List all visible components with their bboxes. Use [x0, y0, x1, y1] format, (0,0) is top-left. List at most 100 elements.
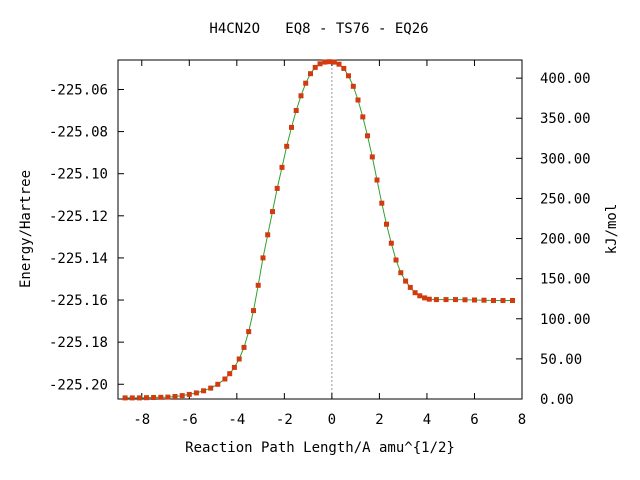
data-point: [165, 394, 171, 400]
y2-tick-label: 200.00: [540, 232, 591, 248]
data-point: [433, 297, 439, 303]
data-point: [208, 385, 214, 391]
y-tick-label: -225.10: [49, 167, 108, 183]
data-point: [327, 59, 332, 65]
data-point: [144, 395, 149, 401]
x-tick-label: -4: [228, 412, 245, 428]
data-point: [255, 282, 261, 288]
x-tick-label: 6: [470, 412, 478, 428]
data-point: [500, 298, 506, 303]
data-point: [215, 381, 221, 387]
y2-tick-label: 350.00: [540, 111, 591, 127]
data-point: [284, 143, 290, 149]
y-axis-label: Energy/Hartree: [18, 170, 34, 288]
data-point: [422, 295, 428, 301]
data-point: [136, 395, 142, 401]
y-tick-label: -225.16: [49, 293, 108, 309]
energy-data-points: [122, 59, 515, 401]
data-point: [374, 177, 380, 183]
y-tick-label: -225.14: [49, 251, 108, 267]
x-tick-label: 8: [518, 412, 526, 428]
data-point: [279, 164, 285, 170]
y-tick-label: -225.18: [49, 335, 108, 351]
y2-axis-label: kJ/mol: [604, 204, 620, 255]
data-point: [510, 298, 515, 303]
y2-tick-label: 50.00: [540, 352, 582, 368]
x-tick-label: 0: [328, 412, 336, 428]
data-point: [453, 297, 458, 303]
data-point: [151, 395, 157, 400]
data-point: [322, 59, 328, 65]
data-point: [462, 297, 468, 303]
data-point: [260, 255, 266, 261]
data-point: [398, 270, 404, 276]
data-point: [360, 114, 366, 120]
data-point: [172, 394, 178, 399]
data-point: [265, 232, 271, 238]
data-point: [193, 390, 199, 396]
data-point: [384, 221, 389, 227]
data-point: [388, 240, 394, 246]
y2-tick-label: 0.00: [540, 392, 574, 408]
y-axis-ticks: -225.06 -225.08 -225.10 -225.12 -225.14 -225.…: [49, 82, 124, 393]
data-point: [443, 297, 449, 303]
data-point: [129, 395, 135, 401]
data-point: [369, 154, 375, 160]
data-point: [246, 329, 252, 335]
y2-tick-label: 100.00: [540, 312, 591, 328]
x-tick-label: -6: [181, 412, 198, 428]
y-tick-label: -225.06: [49, 82, 108, 98]
data-point: [365, 133, 370, 139]
x-tick-label: 4: [423, 412, 431, 428]
data-point: [341, 65, 347, 71]
data-point: [293, 108, 299, 113]
energy-curve-line: [125, 61, 513, 399]
data-point: [251, 308, 256, 314]
data-point: [426, 296, 432, 302]
x-tick-label: 2: [375, 412, 383, 428]
data-point: [407, 284, 413, 290]
y-tick-label: -225.08: [49, 125, 108, 141]
data-point: [241, 344, 247, 350]
data-point: [298, 93, 304, 99]
data-point: [231, 364, 237, 370]
data-point: [331, 59, 337, 65]
y-tick-label: -225.12: [49, 209, 108, 225]
data-point: [303, 80, 309, 86]
data-point: [403, 278, 409, 284]
data-point: [350, 83, 356, 89]
y2-tick-label: 150.00: [540, 272, 591, 288]
data-point: [201, 388, 207, 394]
y2-axis-ticks: 0.00 50.00 100.00 150.00 200.00 250.00 300.00 3…: [516, 71, 591, 408]
data-point: [412, 290, 418, 296]
data-point: [179, 393, 185, 399]
x-tick-label: -8: [133, 412, 150, 428]
data-point: [346, 73, 351, 79]
data-point: [317, 61, 323, 67]
data-point: [289, 124, 294, 130]
data-point: [393, 257, 399, 263]
plot-frame: [117, 59, 523, 400]
data-point: [481, 297, 487, 303]
x-tick-label: -2: [276, 412, 293, 428]
y2-tick-label: 400.00: [540, 71, 591, 87]
x-axis-label: Reaction Path Length/A amu^{1/2}: [185, 440, 455, 456]
data-point: [355, 97, 361, 103]
data-point: [472, 297, 477, 303]
data-point: [158, 394, 164, 400]
data-point: [270, 209, 275, 215]
data-point: [227, 371, 233, 377]
data-point: [308, 71, 313, 77]
data-point: [491, 298, 496, 303]
data-point: [379, 200, 385, 206]
data-point: [417, 293, 423, 299]
data-point: [222, 376, 228, 382]
data-point: [186, 391, 192, 397]
x-axis-ticks: -8 -6 -4 -2 0 2 4 6 8: [133, 60, 526, 428]
y2-tick-label: 300.00: [540, 151, 591, 167]
y-tick-label: -225.20: [49, 377, 108, 393]
y2-tick-label: 250.00: [540, 191, 591, 207]
data-point: [236, 356, 242, 362]
data-point: [274, 185, 280, 191]
